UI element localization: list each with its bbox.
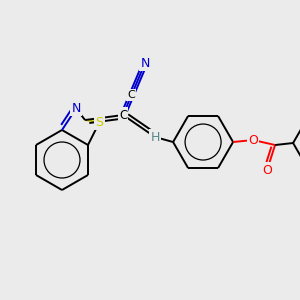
Text: H: H: [150, 130, 160, 143]
Text: O: O: [262, 164, 272, 176]
Text: N: N: [140, 56, 150, 70]
Text: O: O: [248, 134, 258, 146]
Text: C: C: [119, 109, 127, 122]
Text: S: S: [95, 116, 104, 129]
Text: N: N: [71, 102, 81, 115]
Text: C: C: [127, 90, 135, 100]
